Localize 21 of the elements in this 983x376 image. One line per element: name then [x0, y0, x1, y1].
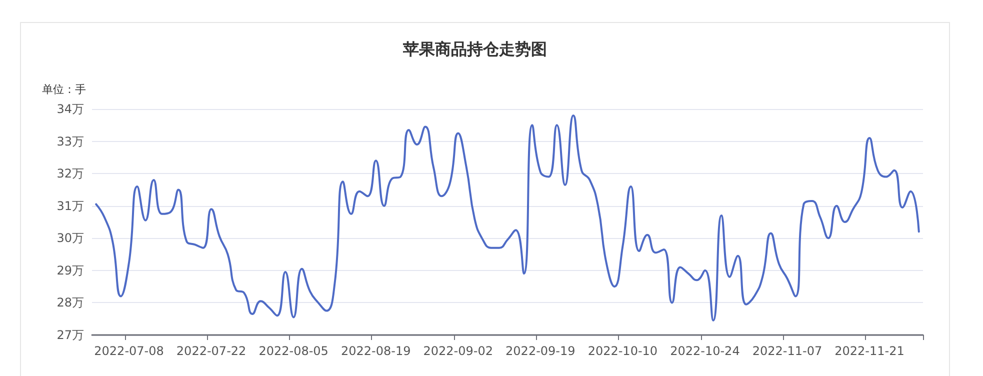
y-tick-label: 32万: [56, 166, 84, 181]
x-tick-label: 2022-09-19: [506, 344, 576, 358]
y-tick-label: 27万: [56, 328, 84, 342]
x-tick-label: 2022-10-24: [670, 344, 740, 358]
chart-title: 苹果商品持仓走势图: [402, 40, 547, 58]
x-tick-label: 2022-11-07: [752, 344, 822, 358]
x-tick-label: 2022-08-05: [258, 344, 328, 358]
y-axis-title: 单位：手: [42, 83, 86, 96]
y-tick-label: 30万: [56, 231, 84, 246]
y-tick-label: 31万: [56, 198, 84, 213]
x-tick-label: 2022-10-10: [588, 344, 658, 358]
x-tick-label: 2022-09-02: [423, 344, 494, 358]
line-series: [95, 114, 920, 322]
x-tick-label: 2022-08-19: [340, 344, 411, 358]
x-tick-label: 2022-07-08: [94, 344, 164, 358]
y-tick-label: 29万: [56, 263, 84, 278]
x-tick-label: 2022-07-22: [176, 344, 246, 358]
x-tick-label: 2022-11-21: [834, 344, 904, 358]
y-tick-label: 33万: [56, 134, 84, 148]
y-tick-label: 34万: [56, 102, 84, 116]
y-tick-label: 28万: [56, 296, 84, 310]
